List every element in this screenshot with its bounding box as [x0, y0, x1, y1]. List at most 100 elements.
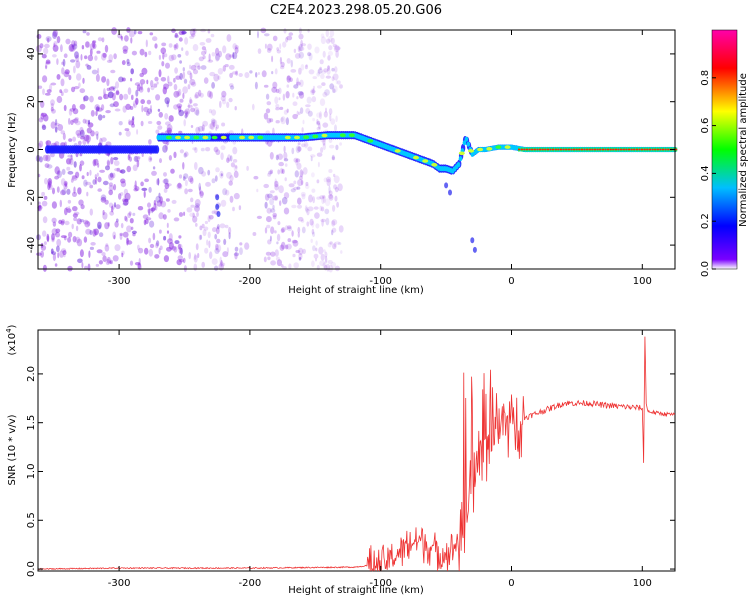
spectrogram-noise-speck [134, 82, 141, 86]
spectrogram-noise-speck [65, 38, 71, 45]
spectrogram-line-peak [570, 148, 573, 151]
spectrogram-noise-speck [54, 263, 58, 267]
spectrogram-noise-speck [97, 37, 103, 42]
spectrogram-noise-speck [85, 228, 92, 235]
spectrogram-noise-speck [266, 207, 272, 214]
spectrogram-noise-speck [98, 260, 103, 265]
spectrogram-line-peak [661, 148, 665, 151]
spectrogram-ridge-peak [321, 133, 328, 138]
spectrogram-noise-speck [274, 249, 279, 257]
spectrogram-line-peak [664, 148, 667, 151]
spectrogram-noise-speck [61, 67, 65, 75]
spectrogram-noise-speck [54, 122, 60, 127]
spectrogram-ridge-peak [477, 147, 484, 152]
spectrogram-noise-speck [323, 68, 329, 73]
spectrogram-noise-speck [145, 39, 148, 48]
spectrogram-noise-speck [74, 117, 79, 121]
spectrogram-line-peak [596, 148, 599, 151]
colorbar-ticks: 0.0 0.2 0.4 0.6 0.8 [700, 70, 716, 277]
spectrogram-ridge-core [458, 156, 463, 162]
spectrogram-noise-speck [205, 181, 211, 187]
spectrogram-noise-speck [92, 179, 97, 185]
spectrogram-noise-speck [192, 44, 199, 52]
spectrogram-noise-speck [331, 220, 336, 227]
spectrogram-noise-speck [333, 45, 340, 53]
spectrogram-noise-speck [86, 191, 89, 197]
spectrogram-noise-speck [307, 206, 314, 212]
spectrogram-noise-speck [285, 91, 290, 99]
spectrogram-noise-speck [322, 50, 326, 58]
spectrogram-noise-speck [129, 156, 132, 162]
spectrogram-noise-speck [73, 211, 80, 216]
spectrogram-noise-speck [286, 75, 291, 83]
spectrogram-noise-speck [199, 92, 204, 98]
spectrogram-noise-speck [298, 33, 304, 40]
spectrogram-noise-speck [86, 127, 92, 134]
spectrogram-noise-speck [320, 36, 326, 45]
snr-series-line [37, 336, 676, 572]
snr-x-tick-label: -100 [369, 578, 392, 589]
spectrogram-noise-speck [150, 80, 154, 88]
spectrogram-noise-speck [144, 51, 148, 58]
spectrogram-noise-speck [227, 154, 232, 162]
spectrogram-noise-speck [211, 109, 217, 116]
spectrogram-noise-speck [272, 195, 278, 201]
spectrogram-noise-speck [255, 72, 258, 78]
spectrogram-noise-speck [199, 42, 206, 46]
spectrogram-noise-speck [112, 255, 119, 262]
spectrogram-noise-speck [192, 27, 197, 35]
spectrogram-noise-speck [292, 92, 295, 98]
spectrogram-noise-speck [115, 89, 120, 95]
spectrogram-noise-speck [234, 45, 239, 50]
spectrogram-noise-speck [120, 222, 124, 229]
spectrogram-noise-speck [178, 37, 183, 42]
spectrogram-line-peak [659, 148, 662, 151]
spectrogram-noise-speck [329, 144, 335, 149]
spectrogram-noise-speck [112, 231, 117, 239]
spectrogram-noise-speck [71, 40, 76, 48]
spectrogram-noise-speck [194, 94, 199, 99]
spectrogram-noise-speck [41, 54, 47, 59]
spectrogram-noise-speck [304, 205, 308, 212]
spectrogram-noise-speck [315, 240, 318, 246]
spectrogram-noise-speck [197, 253, 200, 258]
spectrogram-noise-speck [275, 88, 280, 94]
spectrogram-noise-speck [167, 81, 173, 87]
spectrogram-noise-speck [46, 89, 52, 94]
spectrogram-noise-speck [273, 214, 277, 220]
spectrogram-line-peak [643, 148, 646, 151]
spectrogram-noise-speck [182, 67, 185, 72]
spectrogram-noise-speck [162, 52, 165, 60]
spectrogram-noise-speck [178, 30, 185, 36]
spectrogram-ridge-peak [202, 135, 209, 140]
spectrogram-noise-speck [163, 53, 168, 58]
spectrogram-noise-speck [120, 181, 127, 188]
spectrogram-noise-speck [70, 154, 73, 161]
spectrogram-noise-speck [72, 191, 77, 197]
spectrogram-noise-speck [152, 166, 156, 170]
spectrogram-noise-speck [107, 222, 110, 227]
spectrogram-noise-speck [332, 204, 336, 212]
spectrogram-noise-speck [212, 121, 216, 128]
spectrogram-noise-speck [211, 120, 216, 125]
spectrogram-noise-speck [320, 73, 325, 79]
spectrogram-noise-speck [51, 233, 55, 241]
spectrogram-noise-speck [56, 36, 61, 44]
spectrogram-noise-speck [110, 157, 114, 165]
spectrogram-noise-speck [297, 45, 301, 53]
spectrogram-noise-speck [52, 221, 57, 227]
spectrogram-noise-speck [291, 204, 297, 209]
spectrogram-noise-speck [45, 62, 48, 69]
spectrogram-noise-speck [230, 162, 235, 168]
spectrogram-noise-speck [234, 246, 239, 252]
spectrogram-noise-speck [75, 225, 79, 232]
spectrogram-noise-speck [66, 188, 71, 195]
spectrogram-noise-speck [159, 245, 163, 251]
spectrogram-noise-speck [89, 43, 96, 50]
spectrogram-noise-speck [302, 119, 305, 125]
spectrogram-noise-speck [114, 168, 120, 172]
spectrogram-noise-speck [128, 120, 135, 126]
spectrogram-noise-speck [135, 98, 139, 105]
spectrogram-noise-speck [104, 244, 110, 252]
spectrogram-noise-speck [219, 223, 226, 229]
